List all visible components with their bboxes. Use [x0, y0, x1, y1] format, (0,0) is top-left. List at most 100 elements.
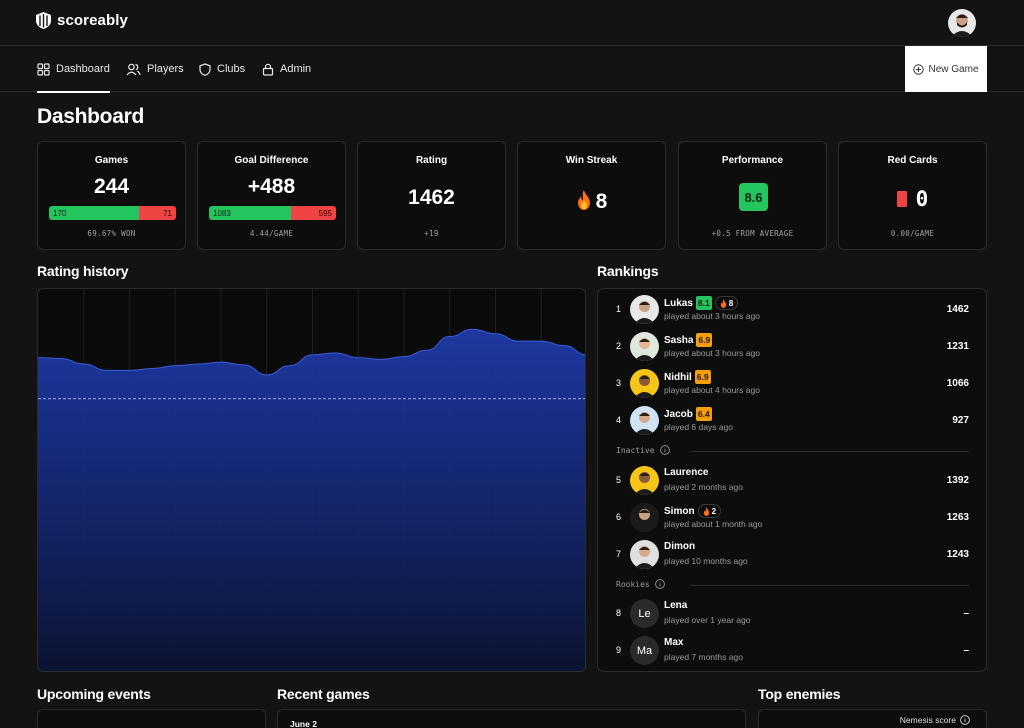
player-rating: 1243 [946, 549, 969, 560]
rankings-card: 1 Lukas 8.1 8 played about 3 hours ago 1462 2 S… [597, 288, 987, 672]
top-enemies-title: Top enemies [758, 686, 841, 702]
nav-item-clubs[interactable]: Clubs [199, 46, 245, 92]
player-avatar[interactable] [630, 295, 659, 324]
player-name-row: Lukas 8.1 8 [664, 296, 739, 310]
user-avatar[interactable] [948, 9, 976, 37]
player-name-row: Jacob 6.4 [664, 407, 712, 421]
ranking-row[interactable]: 9 Ma Max played 7 months ago – [598, 634, 986, 668]
ranking-row[interactable]: 6 Simon 2 played about 1 month ago 1263 [598, 501, 986, 535]
player-avatar[interactable] [630, 332, 659, 361]
player-rating: 1066 [946, 378, 969, 389]
stat-subtext: 4.44/GAME [249, 229, 294, 238]
player-last-played: played about 3 hours ago [664, 311, 760, 321]
nemesis-score-header[interactable]: Nemesis score [900, 715, 970, 725]
rating-history-chart[interactable] [37, 288, 586, 672]
player-rating: 1392 [946, 475, 969, 486]
form-badge: 6.9 [694, 370, 711, 384]
ranking-row[interactable]: 5 Laurence played 2 months ago 1392 [598, 464, 986, 498]
rookies-divider: Rookies [616, 579, 665, 589]
logo[interactable]: scoreably [36, 12, 128, 29]
new-game-button[interactable]: New Game [905, 46, 987, 92]
info-icon[interactable] [659, 445, 670, 455]
goals-for-count: 1083 [213, 208, 231, 218]
stat-value-row: 8 [518, 190, 665, 214]
recent-games-title: Recent games [277, 686, 370, 702]
player-portrait-icon [630, 466, 659, 495]
player-avatar[interactable]: Le [630, 599, 659, 628]
player-name-row: Laurence [664, 467, 708, 478]
player-portrait-icon [630, 295, 659, 324]
nav-label-admin: Admin [280, 63, 312, 75]
top-bar: scoreably [0, 0, 1024, 46]
nav-item-dashboard[interactable]: Dashboard [37, 46, 110, 93]
player-name[interactable]: Max [664, 637, 684, 648]
stat-card-goal-difference: Goal Difference +488 1083 595 4.44/GAME [197, 141, 346, 250]
player-avatar[interactable] [630, 466, 659, 495]
stat-value: 244 [93, 175, 130, 198]
ranking-row[interactable]: 8 Le Lena played over 1 year ago – [598, 597, 986, 631]
stat-subtext: 69.67% WON [87, 229, 136, 238]
ranking-row[interactable]: 3 Nidhil 6.9 played about 4 hours ago 1066 [598, 367, 986, 401]
nav-label-players: Players [147, 63, 184, 75]
wins-segment: 170 [49, 206, 139, 220]
rookies-divider-line [690, 585, 969, 586]
player-avatar[interactable] [630, 406, 659, 435]
player-last-played: played 2 months ago [664, 482, 743, 492]
info-icon[interactable] [654, 579, 665, 589]
stat-label: Win Streak [565, 155, 618, 166]
player-name[interactable]: Jacob [664, 408, 693, 420]
stat-subtext: 0.00/GAME [890, 229, 935, 238]
ranking-row[interactable]: 1 Lukas 8.1 8 played about 3 hours ago 1462 [598, 293, 986, 327]
player-avatar[interactable] [630, 369, 659, 398]
player-avatar[interactable] [630, 540, 659, 569]
stat-subtext: +0.5 FROM AVERAGE [711, 229, 794, 238]
player-name[interactable]: Laurence [664, 467, 709, 478]
player-name[interactable]: Sasha [664, 334, 694, 346]
goals-for-segment: 1083 [209, 206, 291, 220]
player-rating: – [963, 645, 969, 656]
player-name[interactable]: Lukas [664, 297, 693, 309]
nemesis-score-label: Nemesis score [899, 715, 956, 725]
users-icon [126, 63, 141, 75]
rating-history-title: Rating history [37, 263, 129, 279]
fire-icon [577, 190, 590, 210]
player-name-row: Max [664, 637, 683, 648]
stat-subtext: +19 [424, 229, 439, 238]
player-name-row: Nidhil 6.9 [664, 370, 711, 384]
avatar-initials: Le [638, 607, 651, 620]
new-game-label: New Game [928, 63, 979, 75]
nav-item-admin[interactable]: Admin [262, 46, 311, 92]
player-avatar[interactable] [630, 503, 659, 532]
stat-label: Rating [415, 155, 448, 166]
plus-circle-icon [913, 63, 925, 75]
player-name[interactable]: Simon [664, 505, 695, 517]
player-name-row: Dimon [664, 541, 695, 552]
player-rating: – [963, 608, 969, 619]
nav-item-players[interactable]: Players [126, 46, 184, 92]
page-title: Dashboard [37, 105, 144, 128]
form-badge: 8.1 [695, 296, 712, 310]
inactive-divider-text: Inactive [616, 445, 655, 455]
streak-count: 8 [728, 298, 734, 308]
lock-icon [262, 63, 274, 76]
rating-area [38, 329, 585, 671]
player-portrait-icon [630, 332, 659, 361]
player-name[interactable]: Lena [664, 600, 688, 611]
player-name[interactable]: Dimon [664, 541, 696, 552]
rank-number: 4 [616, 415, 622, 425]
nav-label-dashboard: Dashboard [56, 63, 110, 75]
goals-against-count: 595 [318, 208, 332, 218]
stat-label: Games [94, 155, 129, 166]
ranking-row[interactable]: 4 Jacob 6.4 played 6 days ago 927 [598, 404, 986, 438]
goals-bar: 1083 595 [209, 206, 336, 220]
upcoming-events-card [37, 709, 266, 728]
player-name[interactable]: Nidhil [664, 371, 692, 383]
ranking-row[interactable]: 7 Dimon played 10 months ago 1243 [598, 538, 986, 572]
main-nav: Dashboard Players Clubs Admin [0, 46, 1024, 93]
player-avatar[interactable]: Ma [630, 636, 659, 665]
rank-number: 1 [616, 304, 622, 314]
ranking-row[interactable]: 2 Sasha 6.9 played about 3 hours ago 1231 [598, 330, 986, 364]
stat-label: Red Cards [887, 155, 938, 166]
player-rating: 1263 [946, 512, 969, 523]
win-loss-bar: 170 71 [49, 206, 176, 220]
